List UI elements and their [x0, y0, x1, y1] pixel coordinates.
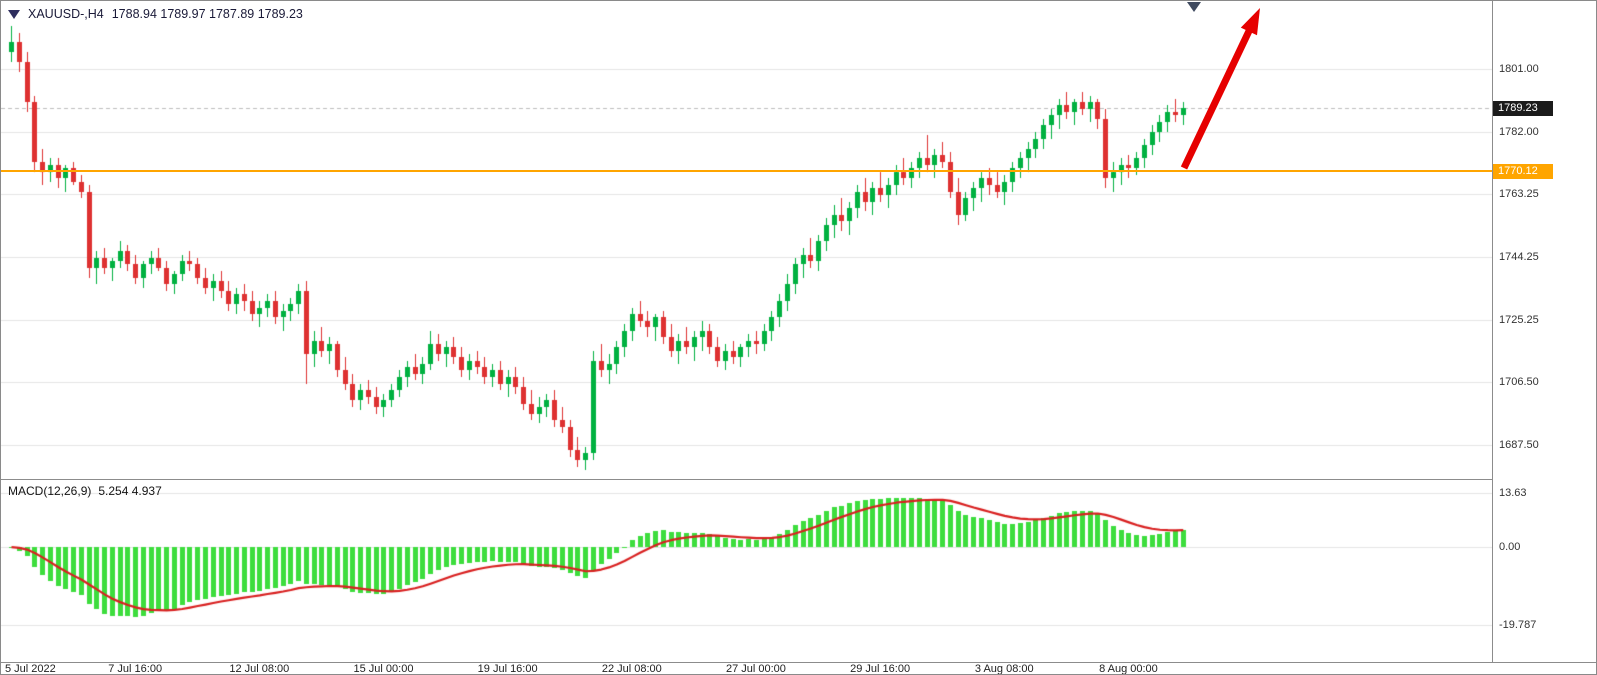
price-tick-label: 1706.50: [1499, 376, 1539, 389]
time-axis[interactable]: 5 Jul 2022 7 Jul 16:00 12 Jul 08:00 15 Jul …: [1, 662, 1596, 674]
time-tick-label: 29 Jul 16:00: [850, 663, 911, 675]
price-tick-label: 1801.00: [1499, 63, 1539, 75]
time-tick-label: 22 Jul 08:00: [601, 663, 662, 675]
hline-price-badge: 1770.12: [1493, 164, 1553, 180]
time-tick-label: 15 Jul 00:00: [353, 663, 414, 675]
indicator-tick-label: 13.63: [1499, 487, 1527, 500]
time-tick-label: 5 Jul 2022: [5, 663, 56, 675]
time-tick-label: 19 Jul 16:00: [477, 663, 538, 675]
indicator-tick-label: -19.787: [1499, 619, 1537, 632]
price-tick-label: 1763.25: [1499, 188, 1539, 201]
price-tick-label: 1782.00: [1499, 125, 1539, 138]
time-tick-label: 27 Jul 00:00: [725, 663, 786, 675]
macd-indicator-label: MACD(12,26,9) 5.254 4.937: [8, 484, 162, 498]
current-price-badge: 1789.23: [1493, 100, 1553, 116]
panel-separator[interactable]: [1, 479, 1596, 480]
price-tick-label: 1687.50: [1499, 439, 1539, 451]
macd-name-label: MACD(12,26,9): [8, 484, 92, 498]
time-tick-label: 3 Aug 08:00: [974, 663, 1034, 675]
price-chart-canvas[interactable]: [1, 1, 1492, 662]
horizontal-line-object[interactable]: [1, 170, 1492, 173]
price-axis[interactable]: 1789.23 1770.12 1801.00 1782.00 1763.25 174…: [1492, 1, 1596, 662]
price-tick-label: 1744.25: [1499, 251, 1539, 263]
chart-title: XAUUSD-,H4 1788.94 1789.97 1787.89 1789.…: [8, 7, 303, 21]
time-tick-label: 8 Aug 00:00: [1099, 663, 1158, 675]
ohlc-values-label: 1788.94 1789.97 1787.89 1789.23: [111, 7, 303, 21]
price-tick-label: 1725.25: [1499, 313, 1539, 326]
macd-values-label: 5.254 4.937: [98, 484, 162, 498]
symbol-dropdown-icon[interactable]: [8, 9, 20, 19]
time-tick-label: 12 Jul 08:00: [229, 663, 290, 675]
time-tick-label: 7 Jul 16:00: [108, 663, 163, 675]
indicator-tick-label: 0.00: [1499, 541, 1521, 553]
symbol-timeframe-label: XAUUSD-,H4: [28, 7, 104, 21]
